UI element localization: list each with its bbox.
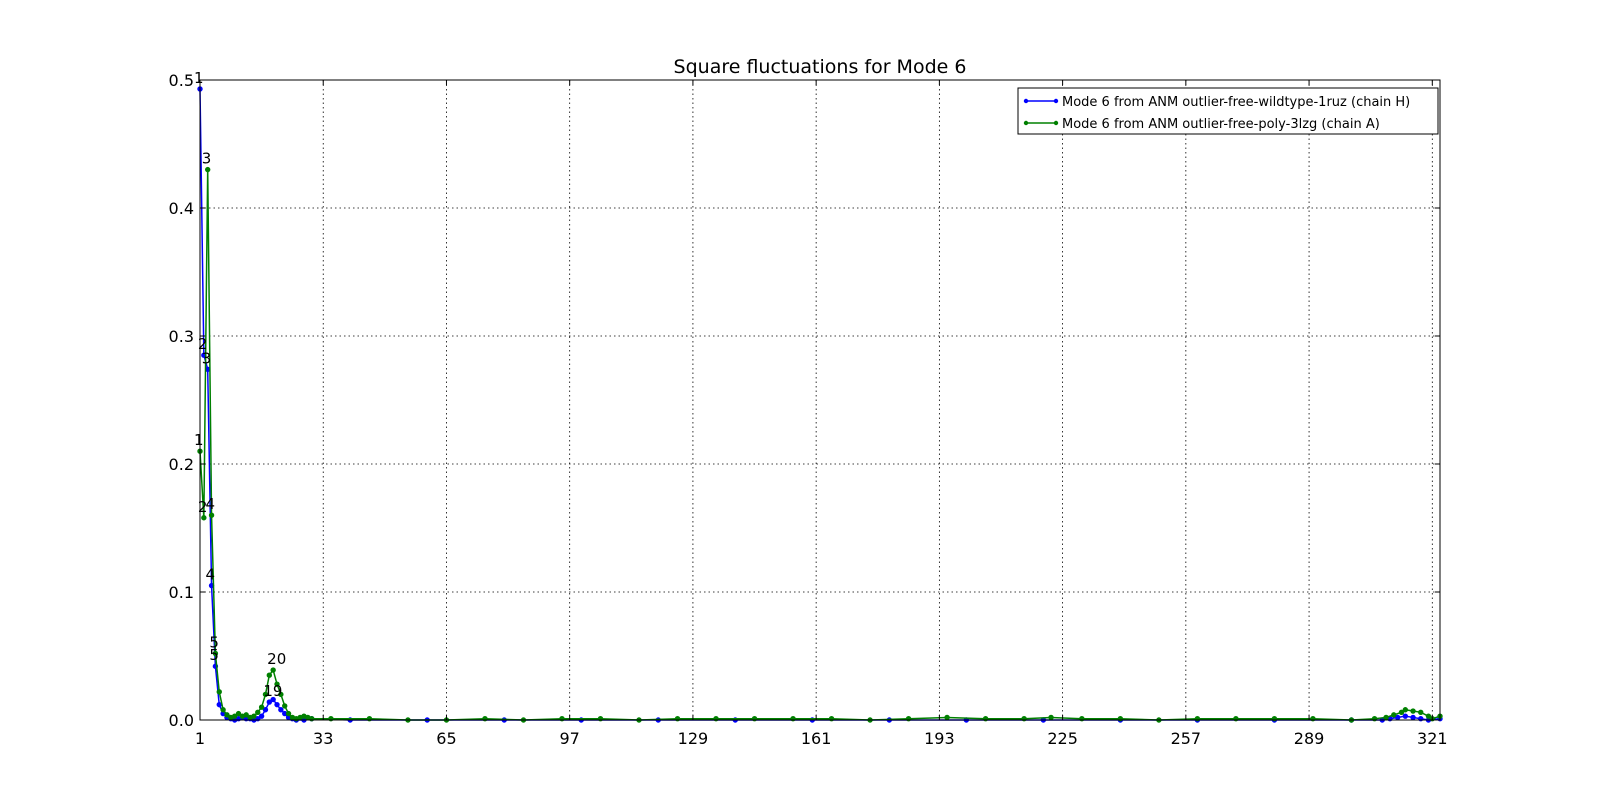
- x-tick-label: 161: [801, 729, 832, 748]
- data-point: [266, 699, 273, 705]
- legend-swatch-marker: [1053, 120, 1059, 126]
- data-point: [235, 710, 242, 717]
- series-layer: [197, 86, 1443, 723]
- y-tick-label: 0.2: [169, 455, 194, 474]
- legend-entry-label: Mode 6 from ANM outlier-free-poly-3lzg (…: [1062, 117, 1380, 132]
- peak-label: 5: [209, 633, 219, 651]
- chart-title: Square fluctuations for Mode 6: [674, 56, 967, 78]
- data-point: [201, 515, 207, 521]
- peak-label: 20: [267, 650, 286, 668]
- data-point: [1410, 714, 1416, 721]
- peak-label: 4: [206, 495, 216, 513]
- x-tick-label: 289: [1294, 729, 1325, 748]
- data-point: [251, 713, 257, 719]
- peak-label: 5: [209, 646, 219, 664]
- x-tick-label: 193: [924, 729, 955, 748]
- data-point: [1418, 709, 1424, 716]
- peak-label: 19: [263, 682, 282, 700]
- data-point: [285, 710, 292, 717]
- data-point: [274, 681, 280, 687]
- data-point: [224, 712, 230, 718]
- data-point: [1383, 714, 1389, 721]
- data-point: [255, 709, 261, 716]
- data-point: [205, 166, 211, 173]
- data-point: [274, 701, 280, 708]
- axis-layer: 1 33 65 97 129 161 193 225 257 289 3210.00.10.20.3…: [169, 71, 1448, 748]
- y-tick-label: 0.5: [169, 71, 194, 90]
- data-point: [1410, 708, 1416, 714]
- y-tick-label: 0.1: [169, 583, 194, 602]
- data-point: [220, 707, 226, 713]
- legend-entry-label: Mode 6 from ANM outlier-free-wildtype-1r…: [1062, 95, 1410, 110]
- data-point: [270, 696, 276, 703]
- data-point: [262, 707, 269, 713]
- x-tick-label: 33: [313, 729, 333, 748]
- y-tick-label: 0.3: [169, 327, 194, 346]
- peak-label: 2: [198, 498, 208, 516]
- peak-label: 3: [202, 150, 212, 168]
- x-tick-label: 97: [560, 729, 580, 748]
- series-line-2: [199, 169, 1441, 721]
- data-point: [258, 713, 265, 719]
- data-point: [212, 650, 219, 657]
- peak-label: 1: [194, 431, 204, 449]
- data-point: [258, 704, 265, 710]
- legend: Mode 6 from ANM outlier-free-wildtype-1r…: [1017, 87, 1439, 135]
- data-point: [1402, 707, 1409, 713]
- x-tick-label: 257: [1171, 729, 1202, 748]
- series-line-1: [199, 88, 1441, 721]
- x-tick-label: 65: [436, 729, 456, 748]
- x-tick-label: 129: [678, 729, 709, 748]
- data-point: [1425, 713, 1432, 719]
- data-point: [208, 512, 215, 518]
- legend-swatch-marker: [1053, 98, 1059, 104]
- x-tick-label: 321: [1417, 729, 1448, 748]
- peak-label: 1: [194, 69, 204, 87]
- data-point: [231, 713, 238, 719]
- y-tick-label: 0.4: [169, 199, 194, 218]
- data-point: [270, 667, 276, 673]
- data-point: [278, 691, 284, 698]
- peak-label: 3: [202, 349, 212, 367]
- data-point: [1391, 712, 1397, 718]
- x-tick-label: 225: [1047, 729, 1078, 748]
- peak-label: 2: [198, 335, 208, 353]
- legend-swatch-marker: [1023, 98, 1029, 104]
- data-point: [278, 707, 284, 713]
- data-point: [1048, 714, 1054, 721]
- data-point: [243, 712, 249, 718]
- peak-label: 4: [206, 566, 216, 584]
- grid-layer: [200, 80, 1440, 720]
- data-point: [216, 689, 222, 695]
- legend-box: [1017, 87, 1439, 135]
- data-point: [1398, 709, 1405, 716]
- data-point: [944, 714, 950, 721]
- data-point: [282, 703, 288, 709]
- data-point: [266, 672, 273, 678]
- plot-frame: [199, 79, 1441, 721]
- x-tick-label: 1: [195, 729, 205, 748]
- data-point: [1402, 713, 1409, 719]
- data-point: [216, 701, 222, 708]
- data-point: [262, 691, 269, 698]
- legend-swatch-marker: [1023, 120, 1029, 126]
- y-tick-label: 0.0: [169, 711, 194, 730]
